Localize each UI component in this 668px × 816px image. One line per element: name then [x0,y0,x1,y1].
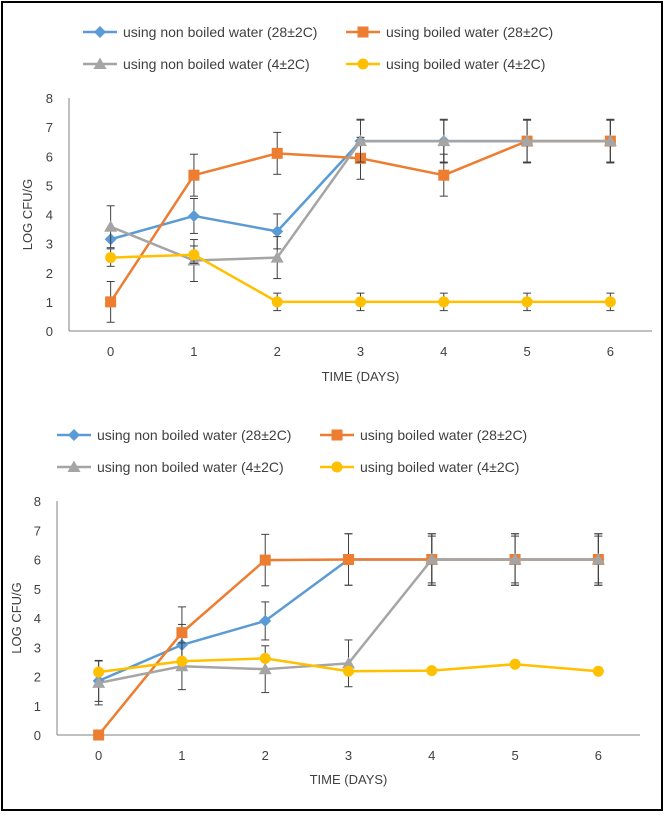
marker-legend [94,26,106,38]
marker-point [604,296,616,308]
marker-legend [68,429,80,441]
marker-point [591,553,605,565]
marker-point [92,676,106,688]
marker-point [438,169,450,181]
marker-legend [331,429,343,441]
x-axis-title: TIME (DAYS) [310,772,388,787]
legend-label: using boiled water (28±2C) [386,24,553,40]
legend-label: using non boiled water (4±2C) [97,459,284,475]
marker-point [603,134,617,147]
y-tick-label: 6 [34,553,41,568]
y-tick-label: 5 [46,178,53,193]
marker-legend [93,57,107,69]
marker-legend [331,461,343,473]
marker-point [188,249,200,261]
marker-point [271,147,283,159]
marker-legend [67,460,81,472]
y-tick-label: 4 [46,208,53,223]
chart-2: 0 1 2 3 4 5 6 7 8 0 1 2 3 4 5 6 TIME (DAYS) LOG CFU/G usin… [9,427,640,787]
marker-point [521,296,533,308]
chart-1: 0 1 2 3 4 5 6 7 8 0 1 2 3 4 5 6 TIME (DAYS) LOG CFU/G usin… [20,24,652,384]
marker-point [259,614,272,627]
y-tick-label: 3 [46,237,53,252]
marker-point [104,220,118,232]
x-tick-label: 2 [262,748,269,763]
marker-point [508,553,522,565]
chart-panel-2: 0 1 2 3 4 5 6 7 8 0 1 2 3 4 5 6 TIME (DAYS) LOG CFU/G usin… [0,405,668,816]
marker-point [425,553,439,565]
marker-point [188,169,200,181]
x-tick-label: 3 [357,344,364,359]
x-tick-label: 6 [595,748,602,763]
x-tick-label: 4 [440,344,447,359]
x-tick-label: 1 [190,344,197,359]
marker-point [438,296,450,308]
marker-point [93,729,105,741]
x-tick-label: 3 [345,748,352,763]
legend-label: using non boiled water (4±2C) [123,56,310,72]
y-tick-label: 7 [46,120,53,135]
legend-label: using non boiled water (28±2C) [97,427,291,443]
y-tick-label: 6 [46,149,53,164]
marker-point [343,665,354,677]
y-axis-title: LOG CFU/G [20,179,35,251]
x-tick-label: 2 [274,344,281,359]
y-tick-label: 7 [34,523,41,538]
x-tick-label: 1 [178,748,185,763]
y-tick-label: 4 [34,611,41,626]
y-tick-label: 3 [34,640,41,655]
legend-label: using boiled water (4±2C) [386,56,545,72]
y-tick-label: 2 [34,670,41,685]
marker-point [342,656,355,669]
chart-panel-1: 0 1 2 3 4 5 6 7 8 0 1 2 3 4 5 6 TIME (DAYS) LOG CFU/G usin… [0,0,668,405]
x-tick-label: 5 [523,344,530,359]
legend-label: using non boiled water (28±2C) [123,24,317,40]
marker-point [259,652,271,664]
legend-label: using boiled water (4±2C) [360,459,519,475]
marker-point [176,627,188,639]
marker-legend [357,58,369,70]
x-tick-label: 6 [607,344,614,359]
marker-point [258,662,272,675]
y-tick-label: 5 [34,582,41,597]
y-tick-label: 0 [46,324,53,339]
marker-point [520,134,534,147]
marker-point [105,252,117,264]
marker-point [271,296,283,308]
y-tick-label: 1 [34,699,41,714]
marker-point [592,665,604,677]
x-axis-title: TIME (DAYS) [322,369,400,384]
marker-point [426,665,438,677]
marker-point [187,209,200,222]
legend-label: using boiled water (28±2C) [360,427,527,443]
marker-point [343,554,354,565]
y-tick-label: 8 [46,91,53,106]
marker-point [259,554,271,566]
x-tick-label: 0 [95,748,102,763]
marker-point [271,225,284,238]
marker-point [176,655,188,667]
y-tick-label: 8 [34,494,41,509]
x-tick-label: 0 [107,344,114,359]
marker-point [354,134,367,147]
marker-point [355,296,366,308]
marker-point [509,658,521,670]
marker-point [270,251,284,263]
x-tick-label: 4 [428,748,435,763]
marker-point [105,296,117,308]
y-tick-label: 1 [46,295,53,310]
marker-legend [357,26,369,38]
y-tick-label: 2 [46,266,53,281]
marker-point [93,666,105,678]
x-tick-label: 5 [511,748,518,763]
y-tick-label: 0 [34,728,41,743]
marker-point [437,134,451,147]
y-axis-title: LOG CFU/G [9,582,24,654]
